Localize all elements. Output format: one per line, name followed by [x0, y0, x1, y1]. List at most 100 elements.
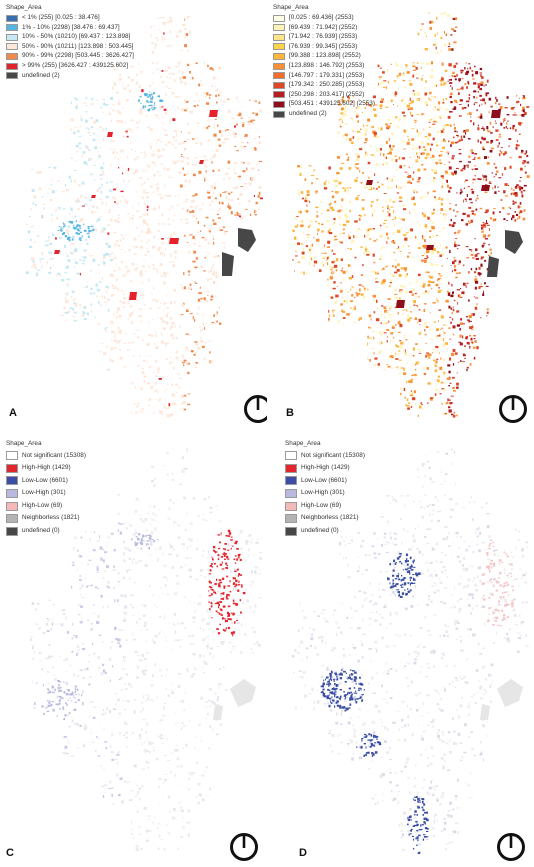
parcel — [155, 671, 157, 674]
parcel — [58, 702, 60, 705]
parcel — [324, 185, 327, 189]
parcel — [399, 340, 402, 342]
parcel — [175, 391, 178, 393]
parcel — [424, 258, 428, 260]
parcel — [412, 189, 416, 192]
parcel — [409, 317, 413, 319]
parcel — [141, 520, 145, 523]
parcel — [441, 183, 445, 185]
parcel — [212, 702, 216, 705]
parcel — [78, 136, 82, 137]
parcel — [175, 712, 177, 714]
parcel — [218, 607, 221, 611]
parcel — [464, 198, 467, 201]
parcel — [117, 244, 120, 247]
parcel — [118, 166, 120, 169]
parcel — [345, 313, 349, 316]
parcel — [171, 92, 174, 95]
legend-item: undefined (0) — [6, 525, 86, 538]
parcel — [459, 104, 462, 105]
cluster-parcel — [76, 223, 78, 227]
parcel — [444, 164, 446, 166]
parcel — [89, 173, 93, 176]
parcel — [140, 389, 143, 390]
parcel — [205, 706, 207, 708]
parcel — [110, 296, 113, 297]
parcel — [379, 258, 382, 260]
parcel — [435, 389, 437, 392]
parcel — [139, 355, 141, 358]
parcel — [145, 666, 147, 669]
parcel — [348, 200, 351, 204]
parcel — [207, 252, 210, 254]
parcel — [136, 73, 138, 77]
parcel — [410, 311, 412, 313]
parcel — [299, 172, 302, 177]
parcel — [448, 166, 452, 170]
parcel — [234, 211, 236, 213]
parcel — [138, 291, 140, 293]
parcel — [353, 730, 357, 732]
parcel — [188, 251, 191, 254]
parcel — [101, 663, 103, 665]
parcel — [468, 315, 472, 319]
parcel — [33, 706, 36, 709]
parcel — [124, 251, 126, 253]
parcel — [386, 340, 388, 343]
parcel — [56, 216, 59, 220]
parcel — [133, 710, 136, 714]
parcel — [524, 111, 527, 115]
parcel — [173, 289, 176, 292]
parcel — [521, 110, 523, 112]
parcel — [345, 138, 350, 141]
parcel — [133, 512, 135, 515]
parcel — [82, 642, 84, 645]
legend-swatch — [6, 53, 18, 61]
parcel — [373, 336, 375, 340]
parcel — [136, 784, 138, 786]
parcel — [494, 191, 497, 194]
parcel — [413, 171, 415, 174]
parcel — [519, 569, 522, 571]
parcel — [62, 208, 66, 210]
parcel — [385, 199, 387, 203]
parcel — [182, 826, 186, 829]
parcel — [135, 845, 139, 848]
parcel — [122, 522, 125, 525]
parcel — [351, 308, 355, 311]
parcel — [131, 382, 134, 385]
parcel — [84, 256, 87, 259]
parcel — [429, 218, 432, 221]
parcel — [246, 647, 248, 649]
parcel — [146, 205, 149, 209]
parcel — [445, 742, 449, 745]
parcel — [205, 718, 207, 720]
parcel — [165, 688, 167, 691]
parcel — [417, 98, 420, 100]
parcel — [526, 546, 528, 549]
parcel — [351, 141, 354, 144]
cluster-parcel — [210, 563, 213, 565]
parcel — [441, 731, 444, 734]
parcel — [401, 227, 403, 231]
parcel — [145, 669, 148, 672]
parcel — [444, 587, 447, 589]
parcel — [132, 632, 134, 634]
parcel — [136, 810, 139, 813]
parcel — [107, 245, 111, 248]
parcel — [143, 304, 146, 306]
parcel — [219, 587, 221, 590]
cluster-parcel — [150, 97, 153, 99]
parcel — [421, 77, 423, 81]
parcel — [473, 356, 476, 360]
parcel — [468, 155, 471, 158]
parcel — [407, 402, 411, 404]
parcel — [134, 239, 137, 241]
parcel — [243, 122, 246, 125]
parcel — [397, 105, 399, 107]
parcel — [165, 388, 168, 390]
parcel — [55, 208, 57, 212]
parcel — [429, 397, 434, 399]
parcel — [113, 245, 117, 247]
cluster-parcel — [79, 239, 82, 241]
